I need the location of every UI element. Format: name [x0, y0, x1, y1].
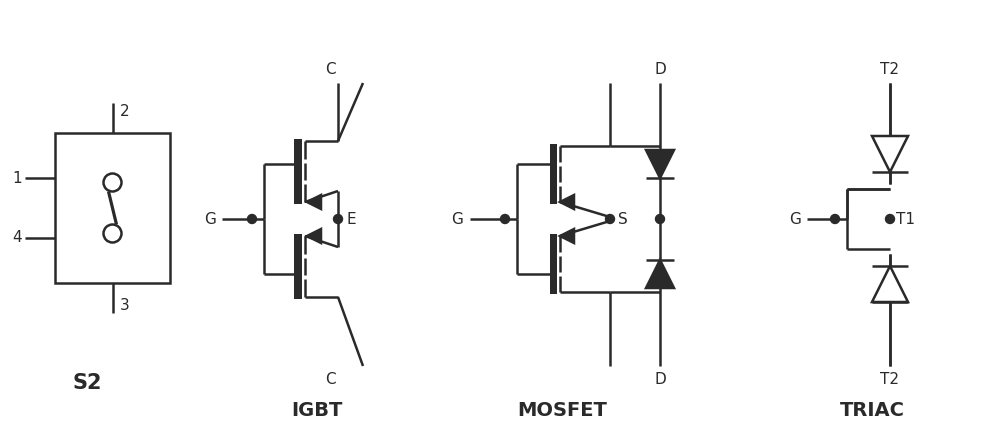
Bar [55, 133, 170, 283]
Polygon shape [307, 195, 321, 209]
Text: 2: 2 [120, 103, 129, 119]
Polygon shape [307, 229, 321, 243]
Text: S2: S2 [72, 373, 102, 393]
Circle shape [334, 215, 342, 223]
Circle shape [501, 215, 510, 223]
Text: G: G [789, 212, 801, 226]
Text: MOSFET: MOSFET [517, 400, 607, 420]
Text: 1: 1 [12, 170, 22, 186]
Polygon shape [560, 229, 574, 243]
Text: D: D [654, 372, 666, 388]
Text: S: S [618, 212, 628, 226]
Text: T1: T1 [896, 212, 916, 226]
Text: 3: 3 [120, 297, 129, 312]
Text: IGBT: IGBT [291, 400, 343, 420]
Text: TRIAC: TRIAC [840, 400, 905, 420]
Circle shape [606, 215, 614, 223]
Text: G: G [204, 212, 216, 226]
Circle shape [104, 173, 122, 191]
Text: T2: T2 [881, 372, 900, 388]
Polygon shape [872, 136, 908, 172]
Text: G: G [451, 212, 463, 226]
Text: E: E [346, 212, 356, 226]
Circle shape [830, 215, 840, 223]
Polygon shape [646, 150, 674, 178]
Polygon shape [872, 266, 908, 302]
Text: C: C [325, 372, 335, 388]
Text: 4: 4 [12, 230, 22, 246]
Polygon shape [646, 260, 674, 288]
Bar [550, 144, 557, 204]
Bar [550, 234, 557, 294]
Text: T2: T2 [881, 61, 900, 77]
Bar [294, 139, 302, 204]
Text: C: C [325, 61, 335, 77]
Circle shape [886, 215, 895, 223]
Bar [294, 234, 302, 299]
Circle shape [656, 215, 664, 223]
Circle shape [248, 215, 256, 223]
Circle shape [104, 225, 122, 243]
Text: D: D [654, 61, 666, 77]
Polygon shape [560, 195, 574, 209]
